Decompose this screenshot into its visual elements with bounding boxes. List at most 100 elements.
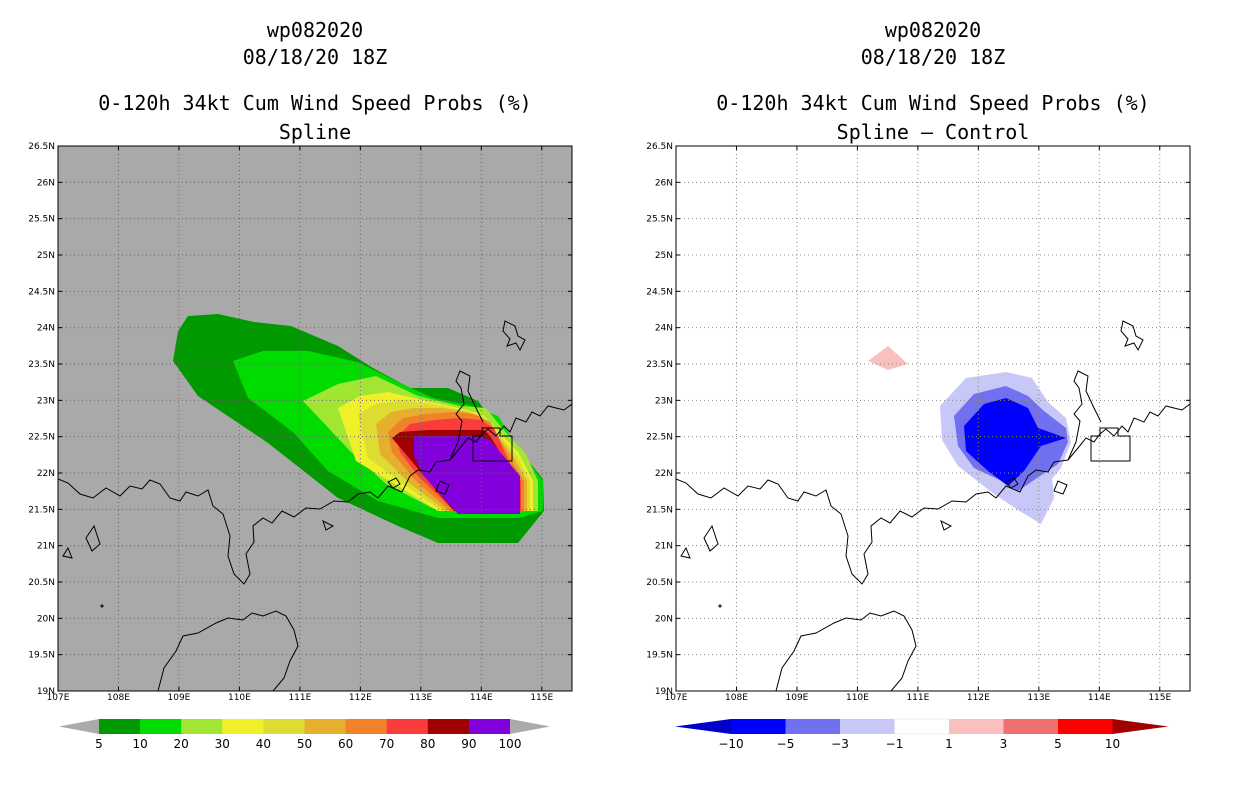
lon-tick-label: 115E xyxy=(530,693,553,703)
colorbar-swatch xyxy=(468,719,511,734)
colorbar-label: 20 xyxy=(174,737,189,751)
lon-tick-label: 107E xyxy=(665,693,688,703)
lat-tick-label: 25.5N xyxy=(28,215,55,225)
lat-tick-label: 21N xyxy=(655,542,673,552)
right-map-frame xyxy=(675,145,1191,692)
lat-tick-label: 19.5N xyxy=(646,651,673,661)
lat-tick-label: 19.5N xyxy=(28,651,55,661)
lat-tick-label: 22N xyxy=(37,469,55,479)
colorbar-label: 1 xyxy=(945,737,953,751)
lon-tick-label: 108E xyxy=(107,693,130,703)
lat-tick-label: 23N xyxy=(37,396,55,406)
left-datetime: 08/18/20 18Z xyxy=(242,45,388,69)
colorbar-swatch xyxy=(304,719,347,734)
lon-tick-label: 114E xyxy=(470,693,493,703)
lat-tick-label: 24.5N xyxy=(646,287,673,297)
colorbar-swatch xyxy=(140,719,182,734)
colorbar-end-low xyxy=(59,719,99,734)
lat-tick-label: 21N xyxy=(37,542,55,552)
left-storm-id: wp082020 xyxy=(266,18,364,42)
lat-tick-label: 25.5N xyxy=(646,215,673,225)
lat-tick-label: 23.5N xyxy=(646,360,673,370)
right-subtitle: Spline – Control xyxy=(836,120,1030,144)
lon-tick-label: 110E xyxy=(846,693,869,703)
colorbar-swatch xyxy=(731,719,786,734)
colorbar-end-high xyxy=(510,719,550,734)
lat-tick-label: 22N xyxy=(655,469,673,479)
colorbar-swatch xyxy=(785,719,841,734)
colorbar-label: 90 xyxy=(461,737,476,751)
lat-tick-label: 20N xyxy=(37,614,55,624)
colorbar-label: 10 xyxy=(1105,737,1120,751)
right-graticule xyxy=(676,146,1190,691)
right-title: 0-120h 34kt Cum Wind Speed Probs (%) xyxy=(716,91,1150,115)
lon-tick-label: 111E xyxy=(288,693,311,703)
lat-tick-label: 19N xyxy=(37,687,55,697)
lat-tick-label: 25N xyxy=(37,251,55,261)
lon-tick-label: 115E xyxy=(1148,693,1171,703)
lat-tick-label: 23N xyxy=(655,396,673,406)
right-map-panel: 107E 108E 109E 110E 111E 112E 113E 114E 115E 19N 1… xyxy=(646,142,1191,703)
left-subtitle: Spline xyxy=(278,120,352,144)
diff-contour-pos1 xyxy=(868,346,908,370)
left-axis-ticks: 107E 108E 109E 110E 111E 112E 113E 114E 115E 19N 1… xyxy=(28,142,572,703)
lon-tick-label: 108E xyxy=(725,693,748,703)
lat-tick-label: 19N xyxy=(655,687,673,697)
colorbar-label: 40 xyxy=(256,737,271,751)
left-map-panel: 107E 108E 109E 110E 111E 112E 113E 114E 115E 19N 1… xyxy=(28,142,573,703)
colorbar-end-high xyxy=(1112,719,1169,734)
colorbar-swatch xyxy=(386,719,429,734)
left-title: 0-120h 34kt Cum Wind Speed Probs (%) xyxy=(98,91,532,115)
left-map-frame xyxy=(57,145,573,692)
diff-contour-neg5 xyxy=(964,398,1066,486)
lon-tick-label: 109E xyxy=(786,693,809,703)
right-storm-id: wp082020 xyxy=(884,18,982,42)
colorbar-label: 5 xyxy=(1054,737,1062,751)
right-datetime: 08/18/20 18Z xyxy=(860,45,1006,69)
right-axis-ticks: 107E 108E 109E 110E 111E 112E 113E 114E 115E 19N 1… xyxy=(646,142,1190,703)
colorbar-swatch xyxy=(345,719,388,734)
lon-tick-label: 107E xyxy=(47,693,70,703)
left-graticule xyxy=(58,146,572,691)
lat-tick-label: 24N xyxy=(37,324,55,334)
colorbar-label: −1 xyxy=(886,737,904,751)
colorbar-label: 50 xyxy=(297,737,312,751)
colorbar-label: −10 xyxy=(718,737,743,751)
lon-tick-label: 112E xyxy=(349,693,372,703)
lat-tick-label: 24.5N xyxy=(28,287,55,297)
colorbar-label: 5 xyxy=(95,737,103,751)
colorbar-label: 30 xyxy=(215,737,230,751)
lat-tick-label: 23.5N xyxy=(28,360,55,370)
colorbar-swatch xyxy=(840,719,895,734)
lat-tick-label: 20N xyxy=(655,614,673,624)
colorbar-label: 70 xyxy=(379,737,394,751)
lon-tick-label: 109E xyxy=(168,693,191,703)
lon-tick-label: 114E xyxy=(1088,693,1111,703)
colorbar-label: −3 xyxy=(831,737,849,751)
right-colorbar: −10 −5 −3 −1 1 3 5 10 xyxy=(675,718,1169,751)
colorbar-swatch xyxy=(949,719,1004,734)
colorbar-swatch xyxy=(181,719,223,734)
lat-tick-label: 21.5N xyxy=(28,505,55,515)
colorbar-swatch xyxy=(427,719,470,734)
colorbar-end-low xyxy=(675,719,731,734)
colorbar-swatch xyxy=(222,719,264,734)
lon-tick-label: 113E xyxy=(409,693,432,703)
colorbar-swatch xyxy=(1058,719,1113,734)
left-colorbar: 5 10 20 30 40 50 60 70 80 90 100 xyxy=(59,719,550,751)
colorbar-label: 10 xyxy=(132,737,147,751)
lat-tick-label: 26N xyxy=(37,178,55,188)
lat-tick-label: 24N xyxy=(655,324,673,334)
lat-tick-label: 26N xyxy=(655,178,673,188)
left-probability-contours xyxy=(58,146,572,691)
lat-tick-label: 26.5N xyxy=(28,142,55,152)
right-map-background xyxy=(676,146,1190,691)
right-difference-contours xyxy=(676,146,1190,691)
colorbar-swatch xyxy=(1003,719,1059,734)
colorbar-label: −5 xyxy=(777,737,795,751)
colorbar-label: 3 xyxy=(1000,737,1008,751)
lat-tick-label: 22.5N xyxy=(646,433,673,443)
lon-tick-label: 110E xyxy=(228,693,251,703)
colorbar-label: 100 xyxy=(499,737,522,751)
